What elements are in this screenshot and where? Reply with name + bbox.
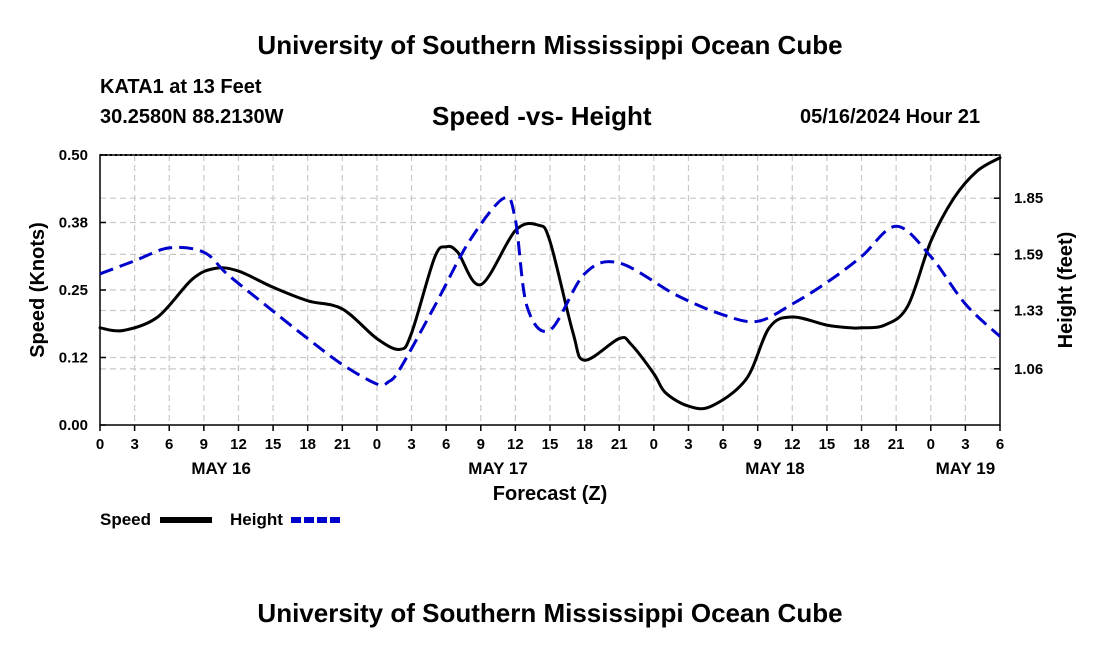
x-tick-label: 3 bbox=[961, 436, 969, 453]
y2-tick-label: 1.06 bbox=[1014, 361, 1043, 378]
series-line-speed bbox=[98, 156, 1002, 411]
x-tick-label: 12 bbox=[507, 436, 524, 453]
grid bbox=[100, 155, 1000, 425]
forecast-datetime: 05/16/2024 Hour 21 bbox=[800, 106, 981, 128]
x-tick-label: 0 bbox=[373, 436, 381, 453]
x-tick-label: 6 bbox=[442, 436, 450, 453]
x-tick-label: 3 bbox=[684, 436, 692, 453]
x-axis-title: Forecast (Z) bbox=[493, 483, 607, 505]
x-date-label: MAY 17 bbox=[468, 459, 528, 478]
x-tick-label: 15 bbox=[819, 436, 836, 453]
x-tick-label: 0 bbox=[927, 436, 935, 453]
y-tick-label: 0.50 bbox=[59, 147, 88, 164]
x-tick-label: 6 bbox=[165, 436, 173, 453]
x-date-label: MAY 16 bbox=[191, 459, 251, 478]
x-date-label: MAY 19 bbox=[936, 459, 996, 478]
y-tick-label: 0.00 bbox=[59, 417, 88, 434]
y2-tick-label: 1.33 bbox=[1014, 303, 1043, 320]
x-tick-label: 12 bbox=[784, 436, 801, 453]
series-line-height bbox=[99, 195, 1002, 387]
station-coordinates: 30.2580N 88.2130W bbox=[100, 106, 284, 128]
axes: 0.00 0.12 0.25 0.38 0.50 1.06 1.33 1.59 1.85 0 3 6 9… bbox=[59, 147, 1043, 478]
x-tick-label: 12 bbox=[230, 436, 247, 453]
y2-tick-label: 1.59 bbox=[1014, 246, 1043, 263]
x-tick-label: 9 bbox=[754, 436, 762, 453]
x-tick-label: 6 bbox=[719, 436, 727, 453]
x-tick-label: 9 bbox=[477, 436, 485, 453]
x-tick-label: 0 bbox=[96, 436, 104, 453]
y-tick-label: 0.38 bbox=[59, 215, 88, 232]
x-tick-label: 0 bbox=[650, 436, 658, 453]
x-tick-label: 6 bbox=[996, 436, 1004, 453]
x-tick-label: 18 bbox=[853, 436, 870, 453]
y2-tick-label: 1.85 bbox=[1014, 190, 1043, 207]
x-tick-label: 15 bbox=[542, 436, 559, 453]
x-date-label: MAY 18 bbox=[745, 459, 805, 478]
series bbox=[98, 156, 1002, 411]
legend-label-speed: Speed bbox=[100, 510, 151, 529]
x-tick-label: 21 bbox=[334, 436, 351, 453]
legend: Speed Height bbox=[100, 510, 343, 529]
x-tick-label: 21 bbox=[888, 436, 905, 453]
chart-title: Speed -vs- Height bbox=[432, 101, 652, 131]
x-tick-label: 3 bbox=[407, 436, 415, 453]
y2-axis-title: Height (feet) bbox=[1055, 232, 1077, 349]
station-label: KATA1 at 13 Feet bbox=[100, 76, 262, 98]
x-tick-label: 21 bbox=[611, 436, 628, 453]
x-tick-label: 3 bbox=[130, 436, 138, 453]
y-tick-label: 0.12 bbox=[59, 350, 88, 367]
y-axis-title: Speed (Knots) bbox=[27, 222, 49, 358]
y-tick-label: 0.25 bbox=[59, 282, 88, 299]
x-tick-label: 18 bbox=[576, 436, 593, 453]
legend-label-height: Height bbox=[230, 510, 283, 529]
footer-title: University of Southern Mississippi Ocean… bbox=[257, 598, 843, 628]
x-tick-label: 15 bbox=[265, 436, 282, 453]
x-tick-label: 9 bbox=[200, 436, 208, 453]
page-title: University of Southern Mississippi Ocean… bbox=[257, 30, 843, 60]
x-tick-label: 18 bbox=[299, 436, 316, 453]
